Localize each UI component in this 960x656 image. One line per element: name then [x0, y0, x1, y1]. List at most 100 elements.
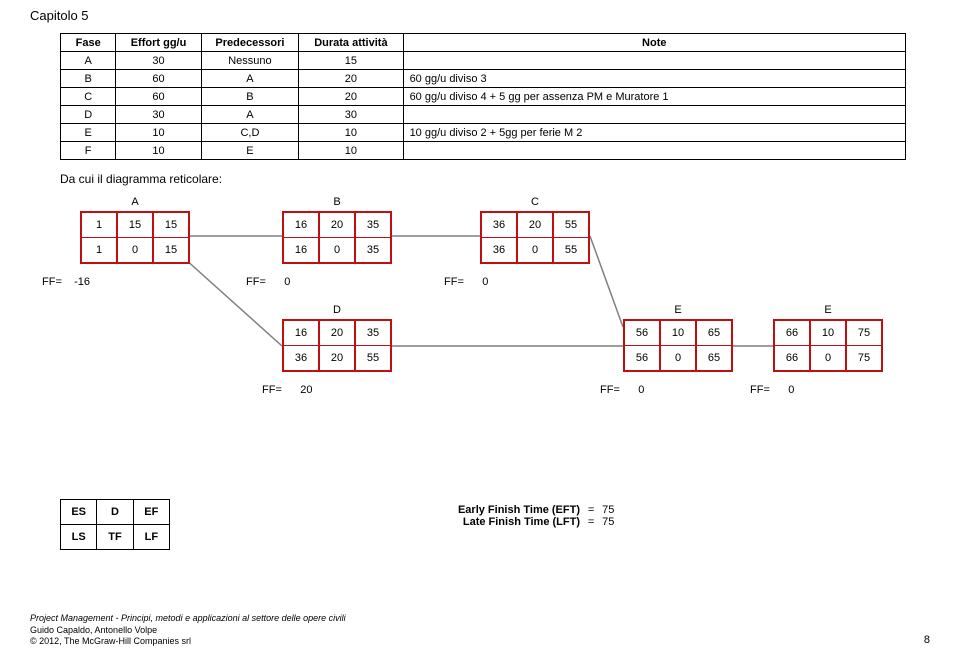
- ff-label: FF= -16: [42, 276, 90, 288]
- legend-cell: EF: [133, 500, 169, 525]
- table-cell: [403, 142, 905, 160]
- node-cell: 10: [810, 320, 846, 346]
- table-header: Durata attività: [299, 34, 403, 52]
- node-cell: 36: [481, 238, 517, 264]
- lft-value: 75: [602, 516, 632, 528]
- node-cell: 15: [153, 238, 189, 264]
- node-cell: 66: [774, 346, 810, 372]
- table-row: D30A30: [61, 106, 906, 124]
- diagram-node: B 162035 16035: [282, 196, 392, 264]
- table-cell: 10: [116, 142, 201, 160]
- table-header: Fase: [61, 34, 116, 52]
- node-cell: 16: [283, 212, 319, 238]
- legend-cell: ES: [61, 500, 97, 525]
- table-header: Note: [403, 34, 905, 52]
- table-cell: 30: [116, 52, 201, 70]
- legend-cell: LF: [133, 525, 169, 550]
- node-cell: 15: [153, 212, 189, 238]
- table-cell: 20: [299, 70, 403, 88]
- ff-label: FF= 0: [600, 384, 644, 396]
- table-row: B60A2060 gg/u diviso 3: [61, 70, 906, 88]
- legend-cell: TF: [97, 525, 133, 550]
- table-cell: [403, 106, 905, 124]
- table-row: C60B2060 gg/u diviso 4 + 5 gg per assenz…: [61, 88, 906, 106]
- node-cell: 75: [846, 346, 882, 372]
- table-cell: D: [61, 106, 116, 124]
- diagram-node: E56106556065: [623, 304, 733, 372]
- chapter-title: Capitolo 5: [30, 8, 930, 23]
- ff-label: FF= 20: [262, 384, 312, 396]
- diagram-node: D162035362055: [282, 304, 392, 372]
- node-cell: 35: [355, 212, 391, 238]
- node-label: B: [282, 196, 392, 208]
- table-cell: C: [61, 88, 116, 106]
- node-cell: 15: [117, 212, 153, 238]
- table-cell: 20: [299, 88, 403, 106]
- node-cell: 16: [283, 238, 319, 264]
- node-label: E: [773, 304, 883, 316]
- node-cell: 16: [283, 320, 319, 346]
- node-cell: 0: [517, 238, 553, 264]
- table-cell: 15: [299, 52, 403, 70]
- table-cell: Nessuno: [201, 52, 299, 70]
- table-header: Predecessori: [201, 34, 299, 52]
- table-cell: 30: [116, 106, 201, 124]
- table-cell: 60 gg/u diviso 4 + 5 gg per assenza PM e…: [403, 88, 905, 106]
- table-cell: 10 gg/u diviso 2 + 5gg per ferie M 2: [403, 124, 905, 142]
- equals-sign: =: [583, 504, 599, 516]
- table-cell: E: [61, 124, 116, 142]
- table-cell: [403, 52, 905, 70]
- diagram-caption: Da cui il diagramma reticolare:: [60, 172, 930, 186]
- table-row: A30Nessuno15: [61, 52, 906, 70]
- node-cell: 55: [355, 346, 391, 372]
- node-cell: 0: [319, 238, 355, 264]
- table-cell: 10: [299, 124, 403, 142]
- page-number: 8: [924, 634, 930, 646]
- page-footer: Project Management - Principi, metodi e …: [30, 613, 346, 648]
- ff-label: FF= 0: [444, 276, 488, 288]
- table-cell: A: [201, 106, 299, 124]
- node-cell: 0: [660, 346, 696, 372]
- table-cell: C,D: [201, 124, 299, 142]
- node-cell: 1: [81, 212, 117, 238]
- table-cell: B: [61, 70, 116, 88]
- table-cell: 60: [116, 70, 201, 88]
- node-cell: 36: [283, 346, 319, 372]
- node-cell: 20: [319, 212, 355, 238]
- node-cell: 1: [81, 238, 117, 264]
- node-cell: 35: [355, 238, 391, 264]
- footer-line1: Project Management - Principi, metodi e …: [30, 613, 346, 625]
- table-row: F10E10: [61, 142, 906, 160]
- eft-label: Early Finish Time (EFT): [390, 504, 580, 516]
- node-cell: 10: [660, 320, 696, 346]
- node-cell: 56: [624, 346, 660, 372]
- node-cell: 55: [553, 212, 589, 238]
- node-cell: 75: [846, 320, 882, 346]
- table-cell: B: [201, 88, 299, 106]
- table-cell: 60 gg/u diviso 3: [403, 70, 905, 88]
- node-cell: 20: [319, 320, 355, 346]
- finish-times: Early Finish Time (EFT) = 75 Late Finish…: [390, 504, 632, 528]
- node-label: D: [282, 304, 392, 316]
- table-cell: 30: [299, 106, 403, 124]
- node-cell: 66: [774, 320, 810, 346]
- node-cell: 20: [319, 346, 355, 372]
- node-cell: 0: [117, 238, 153, 264]
- legend: ESDEF LSTFLF Early Finish Time (EFT) = 7…: [60, 499, 930, 579]
- table-cell: E: [201, 142, 299, 160]
- ff-label: FF= 0: [750, 384, 794, 396]
- network-diagram: A115151015B16203516035C36205536055D16203…: [60, 196, 940, 491]
- legend-cell: LS: [61, 525, 97, 550]
- diagram-node: C36205536055: [480, 196, 590, 264]
- legend-table: ESDEF LSTFLF: [60, 499, 170, 550]
- node-cell: 20: [517, 212, 553, 238]
- table-cell: A: [201, 70, 299, 88]
- node-cell: 65: [696, 320, 732, 346]
- table-cell: 10: [116, 124, 201, 142]
- legend-cell: D: [97, 500, 133, 525]
- node-label: A: [80, 196, 190, 208]
- node-label: E: [623, 304, 733, 316]
- node-cell: 0: [810, 346, 846, 372]
- table-cell: F: [61, 142, 116, 160]
- equals-sign: =: [583, 516, 599, 528]
